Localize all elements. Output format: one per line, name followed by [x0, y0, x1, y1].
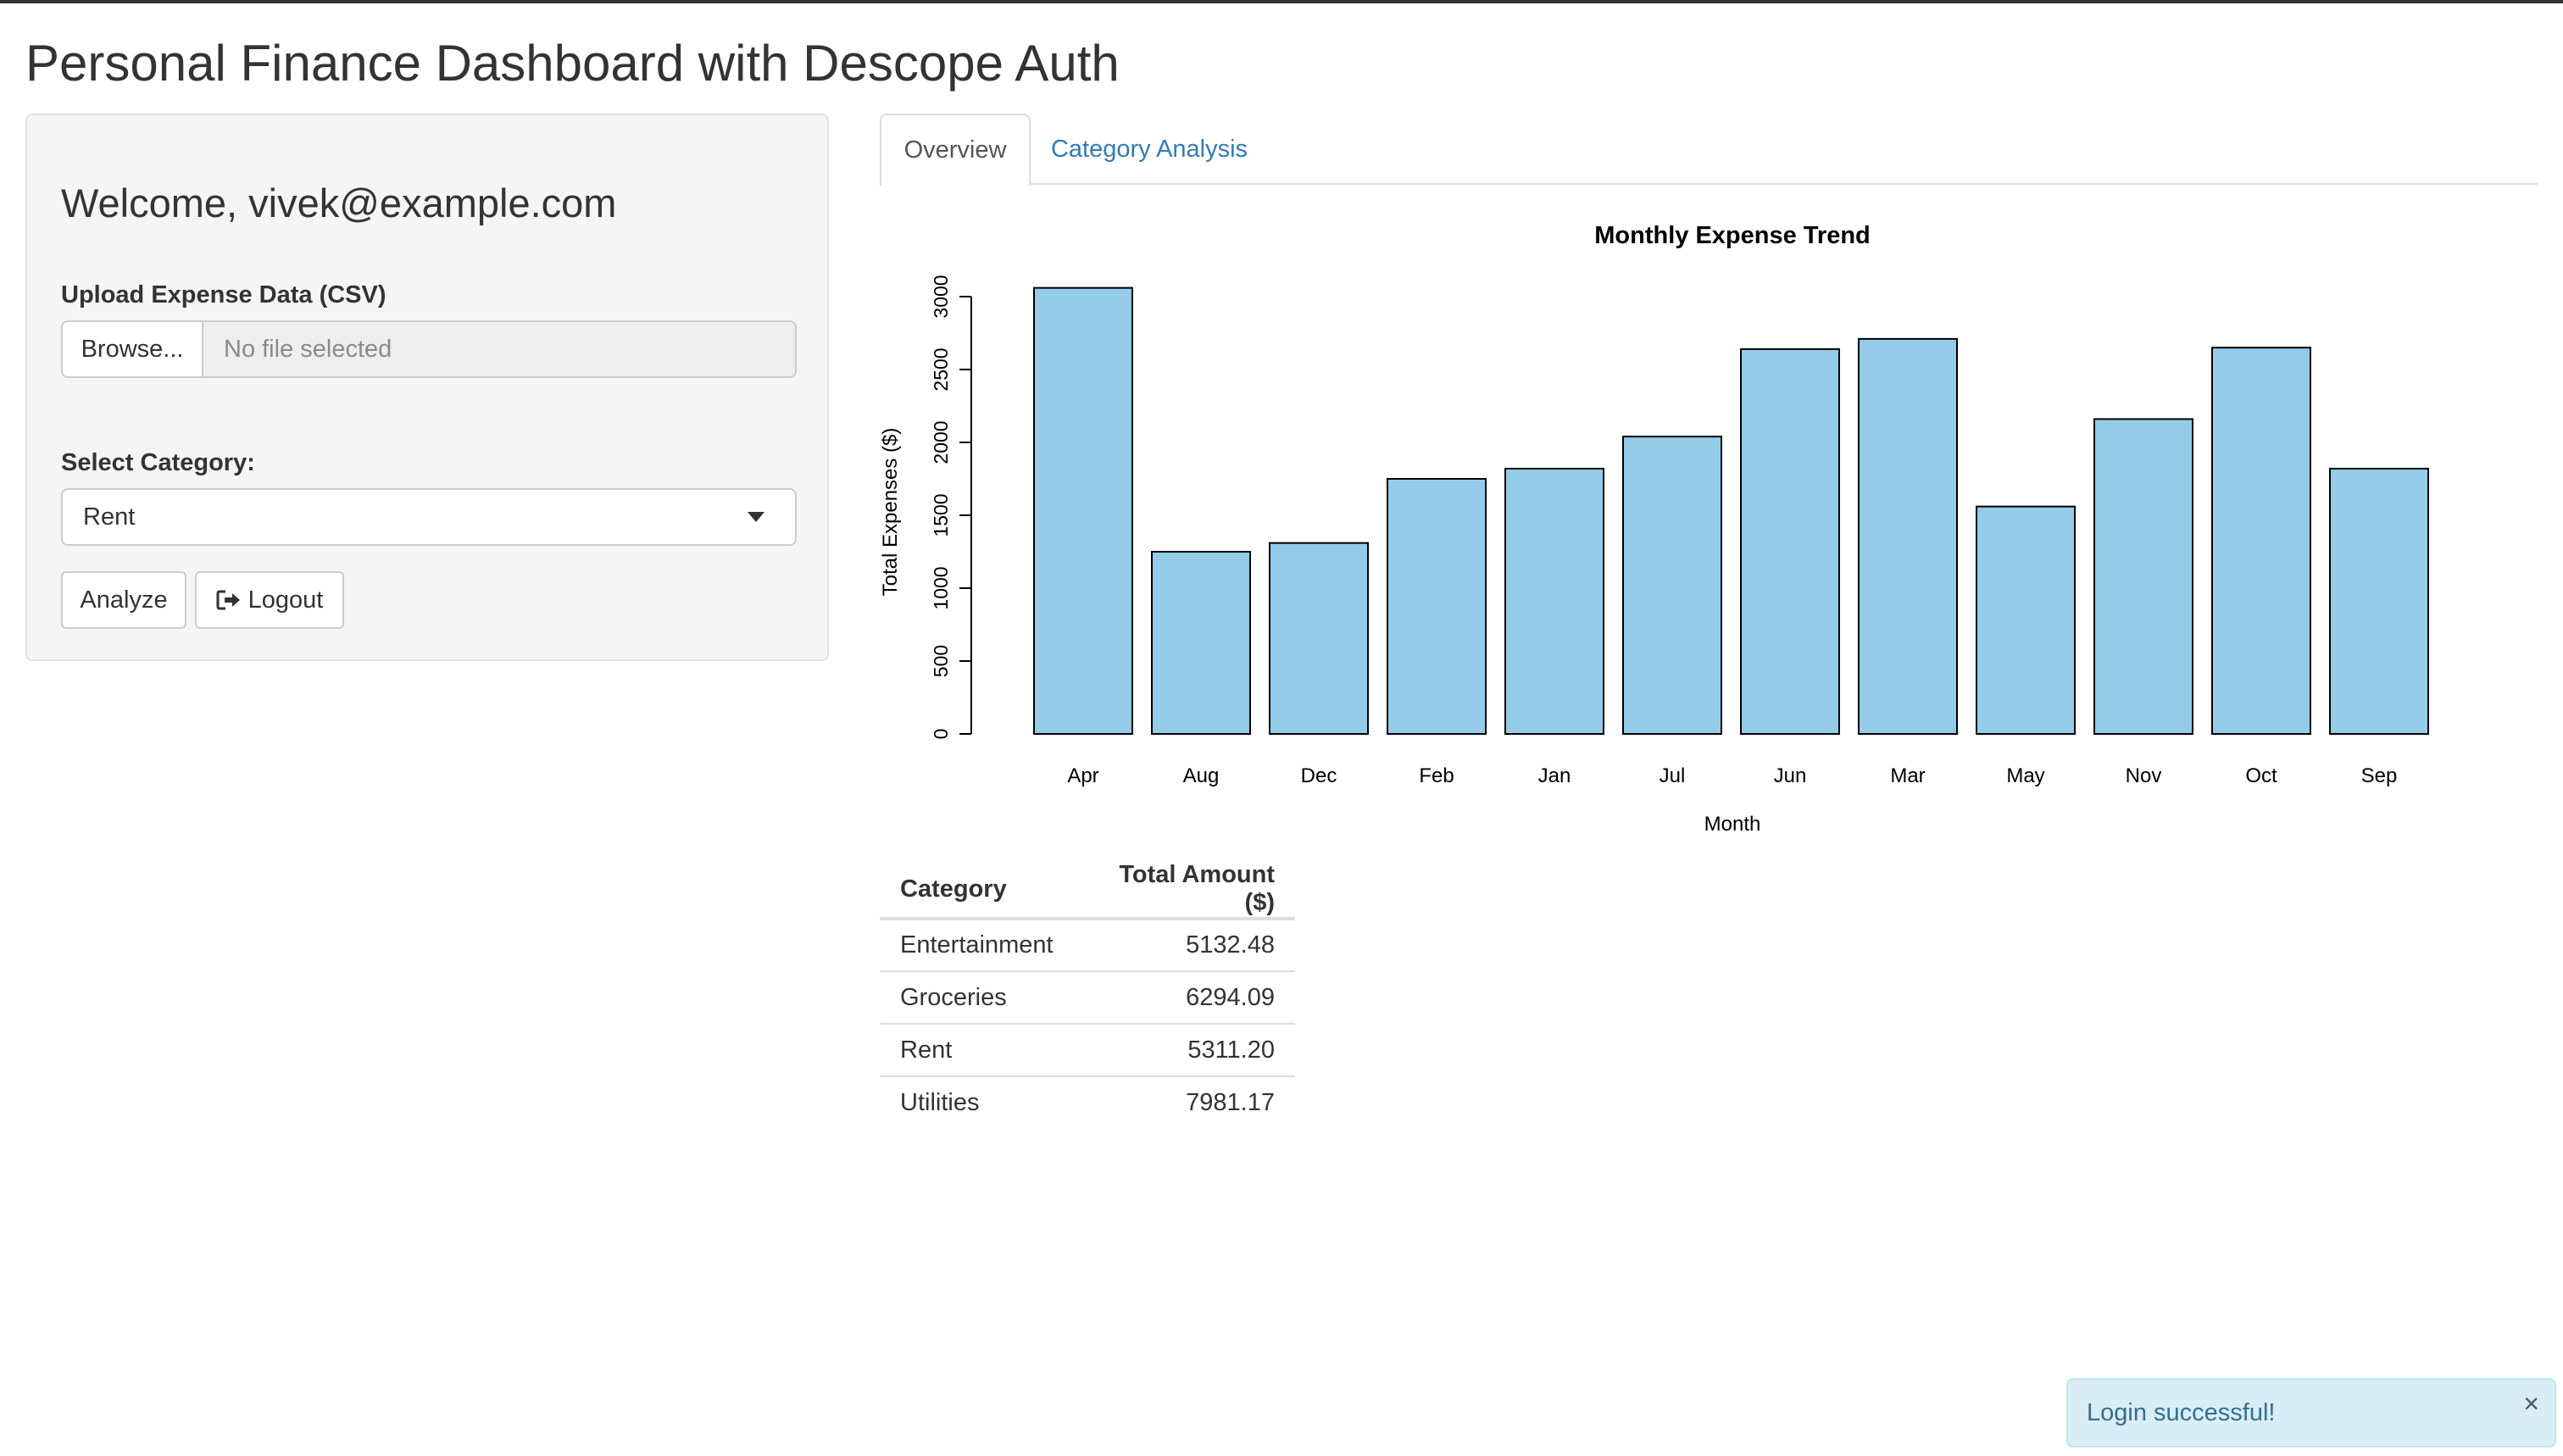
chart-x-tick-labels: Apr Aug Dec Feb Jan Jul Jun Mar May Nov Oct Sep	[1067, 764, 2397, 787]
column-header: Total Amount ($)	[1073, 861, 1295, 920]
x-tick-label: Sep	[2361, 764, 2398, 787]
bar-nov	[2093, 418, 2193, 735]
browse-button[interactable]: Browse...	[63, 322, 203, 376]
table-cell: 5311.20	[1073, 1023, 1295, 1076]
x-tick-label: Jun	[1774, 764, 1807, 787]
welcome-heading: Welcome, vivek@example.com	[61, 181, 617, 225]
analyze-button-label: Analyze	[80, 586, 168, 614]
upload-label: Upload Expense Data (CSV)	[61, 281, 386, 308]
bar-apr	[1033, 286, 1133, 736]
monthly-expense-chart: Monthly Expense Trend Total Expenses ($)…	[879, 207, 2538, 851]
table-row: Groceries 6294.09	[880, 970, 1295, 1024]
chart-bars	[1033, 286, 2429, 736]
bar-sep	[2329, 467, 2429, 735]
notification-toast: Login successful! ×	[2066, 1378, 2556, 1448]
x-tick-label: Jan	[1538, 764, 1571, 787]
bar-jan	[1504, 467, 1604, 735]
y-tick-label: 3000	[930, 275, 952, 318]
category-select-value: Rent	[83, 503, 136, 531]
table-header-row: Category Total Amount ($)	[880, 861, 1295, 920]
tab-overview[interactable]: Overview	[880, 114, 1031, 186]
bar-may	[1976, 505, 2076, 735]
file-upload-input[interactable]: Browse... No file selected	[61, 320, 797, 378]
chevron-down-icon	[748, 512, 764, 522]
table-row: Rent 5311.20	[880, 1023, 1295, 1076]
x-tick-label: Mar	[1890, 764, 1925, 787]
table-row: Utilities 7981.17	[880, 1075, 1295, 1129]
logout-button[interactable]: Logout	[195, 571, 344, 629]
close-icon[interactable]: ×	[2523, 1388, 2539, 1419]
bar-feb	[1387, 478, 1487, 735]
table-cell: 7981.17	[1073, 1075, 1295, 1129]
analyze-button[interactable]: Analyze	[61, 571, 186, 629]
x-tick-label: Dec	[1301, 764, 1337, 787]
x-tick-label: Nov	[2126, 764, 2162, 787]
tab-bar: Overview Category Analysis	[880, 114, 2538, 186]
table-row: Entertainment 5132.48	[880, 918, 1295, 971]
x-tick-label: Jul	[1660, 764, 1686, 787]
tab-category-analysis[interactable]: Category Analysis	[1050, 135, 1248, 163]
sign-out-icon	[216, 590, 240, 610]
y-tick-label: 500	[930, 645, 952, 677]
bar-dec	[1269, 542, 1369, 735]
x-tick-label: Feb	[1419, 764, 1454, 787]
x-tick-label: Oct	[2245, 764, 2277, 787]
bar-mar	[1858, 337, 1958, 735]
x-tick-label: May	[2006, 764, 2044, 787]
chart-title: Monthly Expense Trend	[1594, 222, 1871, 249]
y-tick-label: 2500	[930, 347, 952, 391]
category-totals-table: Category Total Amount ($) Entertainment …	[880, 861, 1295, 1129]
table-cell: 5132.48	[1073, 918, 1295, 971]
bar-oct	[2211, 347, 2311, 735]
bar-jun	[1740, 347, 1840, 735]
x-tick-label: Apr	[1067, 764, 1098, 787]
y-tick-label: 0	[930, 729, 952, 740]
y-tick-label: 2000	[930, 420, 952, 464]
notification-text: Login successful!	[2087, 1398, 2276, 1426]
logout-button-label: Logout	[247, 586, 324, 614]
chart-y-axis-label: Total Expenses ($)	[880, 428, 902, 597]
table-cell: 6294.09	[1073, 970, 1295, 1024]
category-select[interactable]: Rent	[61, 488, 797, 546]
chart-svg: Monthly Expense Trend Total Expenses ($)…	[879, 222, 2429, 836]
category-label: Select Category:	[61, 449, 255, 476]
chart-x-axis-label: Month	[1704, 813, 1761, 836]
chart-y-axis: 0 500 1000 1500 2000 2500 3000	[930, 275, 972, 740]
y-tick-label: 1500	[930, 493, 952, 536]
column-header: Category	[880, 861, 1074, 920]
sidebar-panel: Welcome, vivek@example.com Upload Expens…	[25, 114, 829, 661]
y-tick-label: 1000	[930, 566, 952, 609]
table-cell: Rent	[880, 1023, 1074, 1076]
table-cell: Groceries	[880, 970, 1074, 1024]
file-name-field: No file selected	[203, 322, 795, 376]
table-cell: Entertainment	[880, 918, 1074, 971]
page-title: Personal Finance Dashboard with Descope …	[25, 35, 1120, 92]
bar-jul	[1622, 436, 1722, 735]
x-tick-label: Aug	[1183, 764, 1220, 787]
bar-aug	[1151, 551, 1251, 735]
table-cell: Utilities	[880, 1075, 1074, 1129]
